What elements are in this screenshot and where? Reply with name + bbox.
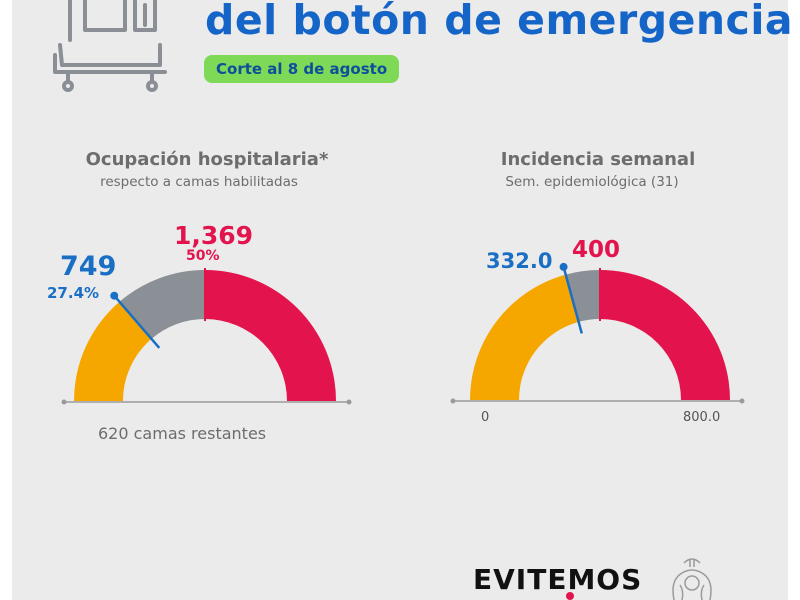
gauge-segment <box>600 270 730 400</box>
campaign-dot <box>566 592 574 600</box>
value-needle-dot <box>110 291 119 300</box>
hospital-bed-icon <box>53 0 167 92</box>
baseline-endpoint <box>450 398 456 404</box>
threshold-value-label: 1,369 <box>174 221 254 250</box>
value-needle <box>562 266 583 334</box>
chart-title: Ocupación hospitalaria* <box>85 149 329 170</box>
threshold-value-label: 400 <box>572 237 621 263</box>
gauge-segment <box>205 270 336 401</box>
baseline-endpoint <box>61 399 67 405</box>
axis-max-label: 800.0 <box>683 410 721 425</box>
value-label: 332.0 <box>486 249 553 273</box>
axis-min-label: 0 <box>481 410 490 425</box>
value-needle-dot <box>559 262 568 271</box>
date-badge: Corte al 8 de agosto <box>204 55 400 83</box>
value-label: 749 <box>60 251 117 282</box>
baseline-endpoint <box>739 398 745 404</box>
chart-subtitle: Sem. epidemiológica (31) <box>505 174 679 190</box>
gauge-segment <box>119 270 205 339</box>
campaign-logo: EVITEMOS <box>473 563 643 596</box>
headline: del botón de emergencia <box>205 0 794 44</box>
threshold-percent-label: 50% <box>186 248 220 264</box>
baseline-endpoint <box>346 399 352 405</box>
gauge-segment <box>565 270 600 322</box>
right-frame <box>788 0 800 600</box>
chart-title: Incidencia semanal <box>500 149 696 170</box>
gauge-segment <box>470 274 579 400</box>
chart-subtitle: respecto a camas habilitadas <box>100 174 298 190</box>
value-percent-label: 27.4% <box>47 284 100 302</box>
left-frame <box>0 0 12 600</box>
coat-of-arms-icon <box>672 558 712 600</box>
remaining-beds-note: 620 camas restantes <box>98 424 267 443</box>
value-needle <box>113 294 161 349</box>
gauge-segment <box>74 301 152 401</box>
